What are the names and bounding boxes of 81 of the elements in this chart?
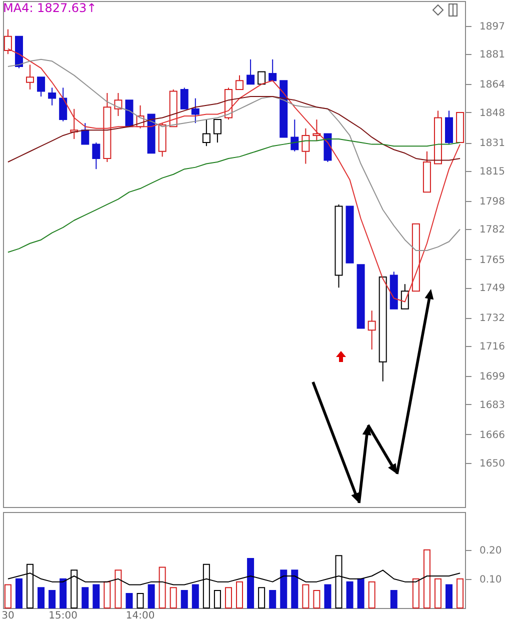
y-tick-label: 1798 [480,196,505,208]
bar [15,578,22,608]
y-tick-label: 1831 [480,138,505,150]
bar [269,590,276,608]
bar [92,584,100,608]
candlestick [236,74,244,90]
y-tick-label: 0.10 [480,574,502,586]
bar [104,581,111,608]
bar [114,570,122,608]
y-tick-label: 1765 [480,254,505,266]
x-tick-label: 30 [2,610,14,622]
candlestick [312,119,321,142]
bar [313,590,320,608]
candlestick [48,87,56,106]
y-tick-label: 1881 [480,50,505,61]
bar [126,592,133,608]
bar [446,584,453,608]
bar [158,566,166,608]
candlestick [59,87,68,122]
line-series [7,58,461,251]
bar [224,587,232,608]
bar [302,584,310,608]
bar [170,587,177,608]
candlestick [400,284,409,310]
bar [280,570,288,608]
bar [456,578,464,608]
y-tick-label: 1848 [480,108,505,119]
x-tick-label: 14:00 [126,610,155,622]
candlestick [368,310,376,350]
bar [214,590,221,608]
bar [4,584,12,608]
y-tick-label: 1864 [480,80,505,91]
y-tick-label: 1666 [480,430,505,441]
bar [412,578,420,608]
bar [390,590,398,608]
y-tick-label: 1749 [480,283,505,294]
y-tick-label: 1732 [480,313,505,324]
candlestick [37,76,46,98]
bar [192,584,199,608]
candlestick [290,119,299,152]
bar [346,581,354,608]
y-tick-label: 1699 [480,372,505,383]
candlestick [213,119,222,144]
bar [136,592,144,608]
x-tick-label: 15:00 [48,610,78,622]
bar [180,590,188,608]
bar [82,587,89,608]
line-series [7,96,461,162]
bar [423,549,430,608]
candlestick [114,92,122,116]
bar [48,590,56,608]
candlestick [246,58,255,85]
candlestick [302,128,310,164]
bar [324,584,332,608]
bar [60,578,67,608]
candlestick [268,58,277,82]
bar [291,570,298,608]
bar [38,587,45,608]
bar [247,558,254,608]
y-tick-label: 1683 [480,400,505,411]
y-tick-label: 1716 [480,342,505,352]
candlestick [4,28,12,55]
candlestick [258,71,266,85]
candlestick [191,98,200,124]
candlestick [202,119,210,147]
bar [236,581,244,608]
candlestick [92,142,100,170]
y-tick-label: 1782 [480,224,505,236]
bar [368,581,376,608]
candlestick [81,122,90,145]
y-tick-label: 1650 [480,458,505,470]
bar [148,584,155,608]
candlestick [180,87,188,110]
bar [258,587,266,608]
y-tick-label: 1815 [480,166,505,178]
y-tick-label: 0.20 [480,545,502,556]
bar [434,578,442,608]
annotation: MA4: 1827.63↑ [3,1,97,15]
bar [357,578,364,608]
candlestick [26,64,34,90]
y-tick-label: 1897 [480,21,505,32]
